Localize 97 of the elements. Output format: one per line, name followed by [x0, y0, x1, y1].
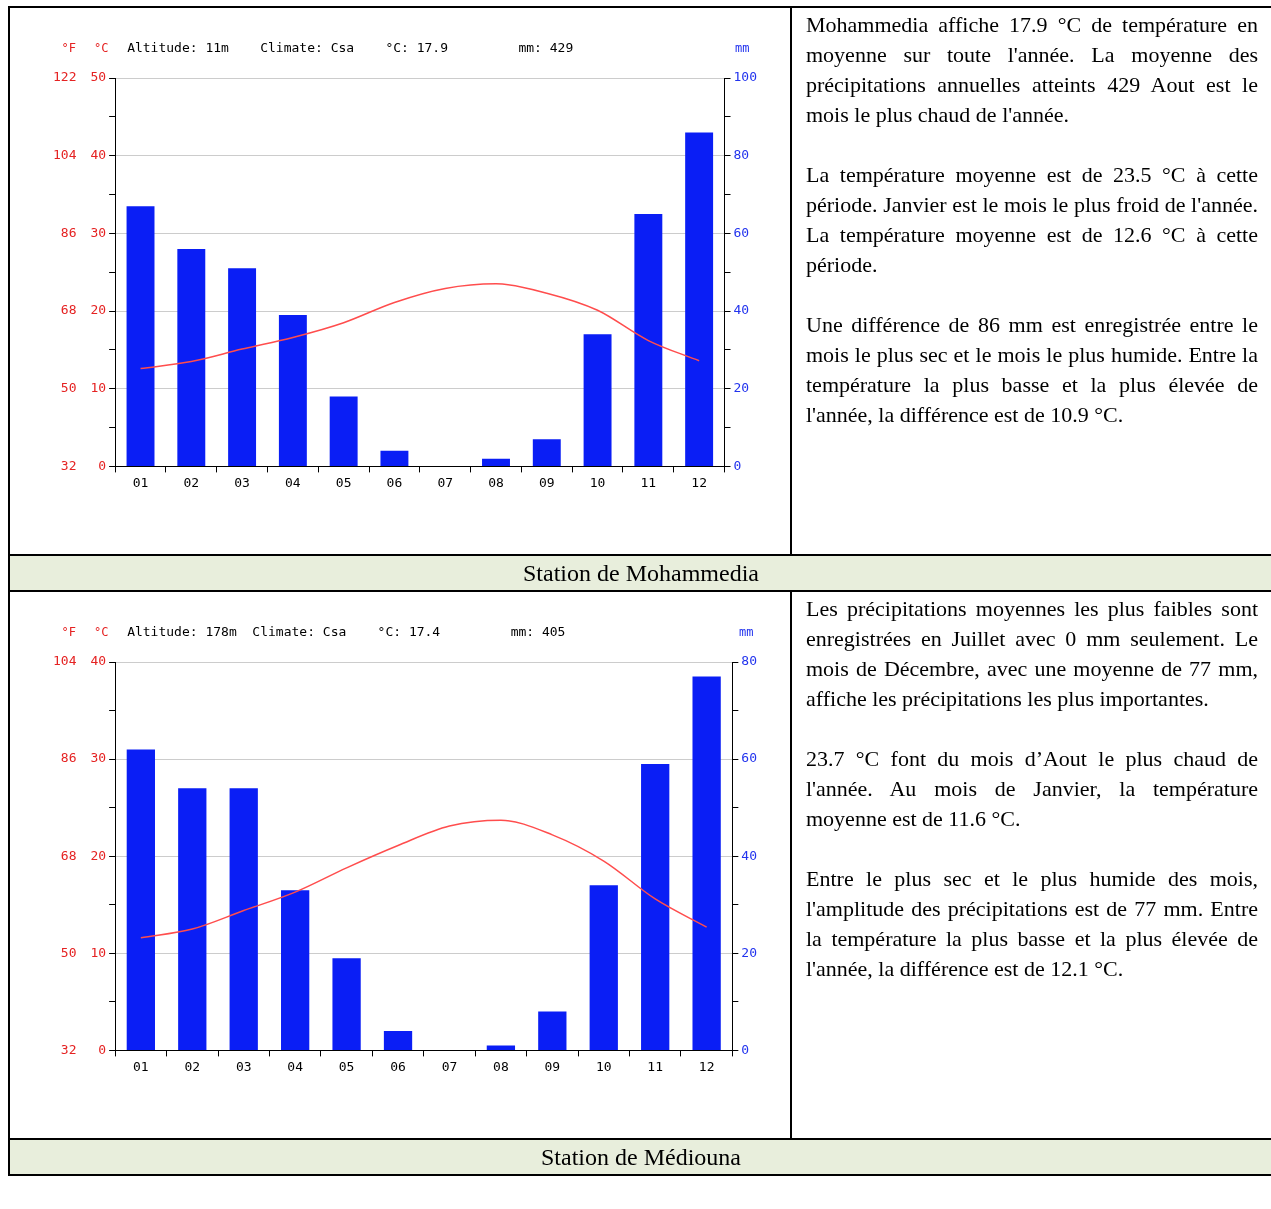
bar: [634, 213, 663, 466]
x-tick-label: 01: [133, 1058, 149, 1074]
bar: [281, 890, 310, 1050]
x-tick-label: 11: [647, 1058, 664, 1074]
y3-tick-label: 104: [53, 147, 77, 163]
text: 23.7 °C font du mois d’Aout le plus chaud de l'année. Au mois de Janvier, la température moyenne est de 11.6 °C.: [806, 745, 1258, 833]
x-tick-label: 04: [285, 474, 301, 490]
y-tick-label: 40: [90, 147, 107, 163]
y-axis-title: °C: [94, 41, 109, 55]
bar: [380, 450, 409, 466]
y-tick-label: 30: [90, 224, 107, 240]
x-tick-label: 02: [183, 474, 200, 490]
bar: [692, 676, 721, 1050]
x-tick-label: 07: [437, 474, 454, 490]
x-tick-label: 11: [640, 474, 657, 490]
x-tick-label: 12: [698, 1058, 715, 1074]
y2-tick-label: 20: [741, 944, 757, 960]
bar: [177, 248, 206, 466]
text: Mohammedia affiche 17.9 °C de température en moyenne sur toute l'année. La moyenne des précipitations annuelles atteints 429 Aout est le mois le plus chaud de l'année.: [806, 11, 1258, 129]
y-tick-label: 20: [90, 302, 107, 318]
x-tick-label: 03: [235, 1058, 252, 1074]
y3-tick-label: 122: [53, 69, 77, 85]
bar: [383, 1030, 413, 1050]
bar: [486, 1045, 516, 1050]
x-tick-label: 02: [184, 1058, 201, 1074]
bar: [229, 788, 258, 1050]
y3-tick-label: 68: [60, 847, 77, 863]
bar: [583, 334, 612, 466]
text: Une différence de 86 mm est enregistrée entre le mois le plus sec et le mois le plus humide. Entre la température la plus basse et la plus élevée de l'année, la différence est de 10.9 °C.: [806, 311, 1258, 429]
y2-axis-title: mm: [735, 41, 750, 55]
y3-axis-title: °F: [61, 41, 76, 55]
x-tick-label: 08: [488, 474, 504, 490]
bar: [228, 268, 257, 466]
y-tick-label: 40: [90, 653, 107, 669]
bar: [329, 396, 358, 466]
y-tick-label: 10: [90, 944, 107, 960]
x-tick-label: 04: [287, 1058, 304, 1074]
text: Les précipitations moyennes les plus faibles sont enregistrées en Juillet avec 0 mm seulement. Le mois de Décembre, avec une moyenne de 77 mm, affiche les précipitations les plus importantes.: [806, 595, 1258, 713]
x-tick-label: 09: [544, 1058, 561, 1074]
y2-tick-label: 100: [733, 69, 757, 85]
y3-tick-label: 86: [60, 224, 77, 240]
y2-tick-label: 80: [733, 147, 750, 163]
chart-subtitle: Altitude: 11m Climate: Csa °C: 17.9 mm: 429: [127, 40, 574, 55]
y2-tick-label: 60: [733, 224, 750, 240]
y-tick-label: 30: [90, 750, 107, 766]
x-tick-label: 05: [338, 1058, 355, 1074]
bar: [685, 132, 714, 466]
bar: [641, 763, 670, 1050]
text: Entre le plus sec et le plus humide des mois, l'amplitude des précipitations est de 77 mm. Entre la température la plus basse et la plus élevée de l'année, la différence est de 12.1 °C.: [806, 865, 1258, 983]
y2-tick-label: 60: [741, 750, 757, 766]
y-tick-label: 0: [98, 457, 107, 473]
y3-tick-label: 86: [60, 750, 77, 766]
x-tick-label: 07: [441, 1058, 458, 1074]
y-tick-label: 10: [90, 380, 107, 396]
y3-tick-label: 32: [60, 1041, 77, 1057]
x-tick-label: 08: [493, 1058, 509, 1074]
bar: [538, 1011, 567, 1050]
x-tick-label: 06: [386, 474, 403, 490]
chart-subtitle: Altitude: 178m Climate: Csa °C: 17.4 mm: 405: [127, 624, 566, 639]
y3-tick-label: 50: [60, 944, 77, 960]
bar: [278, 314, 307, 466]
x-tick-label: 12: [691, 474, 707, 490]
bar: [126, 206, 155, 466]
bar: [482, 458, 510, 466]
x-tick-label: 10: [589, 474, 606, 490]
x-tick-label: 09: [538, 474, 555, 490]
y2-tick-label: 0: [733, 457, 742, 473]
y3-tick-label: 68: [60, 302, 77, 318]
x-tick-label: 05: [335, 474, 352, 490]
bar: [126, 749, 155, 1050]
y3-tick-label: 104: [53, 653, 77, 669]
y2-tick-label: 40: [733, 302, 750, 318]
y2-tick-label: 20: [733, 380, 750, 396]
bar: [589, 885, 618, 1050]
y-tick-label: 20: [90, 847, 107, 863]
y-tick-label: 0: [98, 1041, 107, 1057]
y2-tick-label: 80: [741, 653, 757, 669]
y3-tick-label: 50: [60, 380, 77, 396]
x-tick-label: 03: [234, 474, 250, 490]
y2-axis-title: mm: [738, 625, 754, 639]
x-tick-label: 01: [132, 474, 149, 490]
y3-axis-title: °F: [61, 625, 76, 639]
y2-tick-label: 0: [741, 1041, 750, 1057]
y-axis-title: °C: [94, 625, 109, 639]
bar: [532, 439, 561, 466]
text: La température moyenne est de 23.5 °C à cette période. Janvier est le mois le plus froid de l'année. La température moyenne est de 12.6 °C à cette période.: [806, 161, 1258, 279]
line-series: [140, 819, 708, 939]
bar: [332, 958, 361, 1050]
text: Station de Médiouna: [10, 1140, 1271, 1176]
x-tick-label: 10: [595, 1058, 612, 1074]
line-series: [139, 283, 700, 370]
text: Station de Mohammedia: [10, 556, 1271, 592]
y3-tick-label: 32: [60, 457, 77, 473]
x-tick-label: 06: [390, 1058, 406, 1074]
y2-tick-label: 40: [741, 847, 757, 863]
bar: [178, 788, 207, 1050]
y-tick-label: 50: [90, 69, 107, 85]
